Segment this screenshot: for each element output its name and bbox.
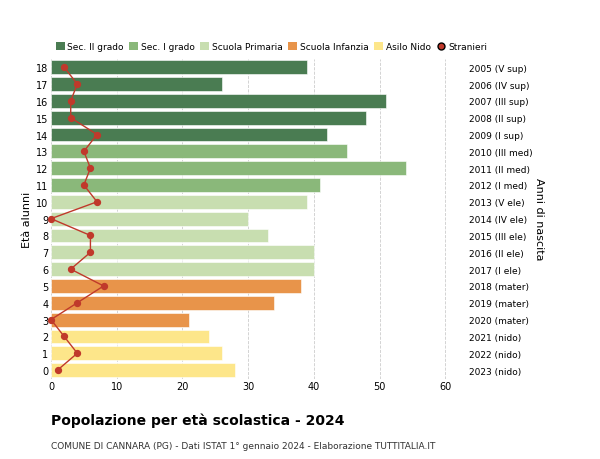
Bar xyxy=(51,280,301,293)
Bar xyxy=(51,364,235,377)
Legend: Sec. II grado, Sec. I grado, Scuola Primaria, Scuola Infanzia, Asilo Nido, Stran: Sec. II grado, Sec. I grado, Scuola Prim… xyxy=(56,43,487,52)
Bar xyxy=(51,162,406,176)
Point xyxy=(73,81,82,89)
Y-axis label: Età alunni: Età alunni xyxy=(22,191,32,247)
Point xyxy=(46,316,56,324)
Point xyxy=(53,367,62,374)
Point xyxy=(86,249,95,257)
Point xyxy=(59,64,69,72)
Point xyxy=(86,165,95,173)
Bar xyxy=(51,145,347,159)
Point xyxy=(46,215,56,223)
Point xyxy=(66,266,76,273)
Bar xyxy=(51,95,386,108)
Point xyxy=(99,283,109,290)
Bar xyxy=(51,296,274,310)
Point xyxy=(66,98,76,105)
Point xyxy=(66,115,76,122)
Bar xyxy=(51,78,222,92)
Bar xyxy=(51,112,367,125)
Point xyxy=(92,199,102,206)
Point xyxy=(86,232,95,240)
Bar xyxy=(51,61,307,75)
Point xyxy=(92,132,102,139)
Bar xyxy=(51,347,222,360)
Bar xyxy=(51,196,307,209)
Bar xyxy=(51,179,320,192)
Bar xyxy=(51,263,314,276)
Point xyxy=(79,182,89,189)
Bar xyxy=(51,246,314,260)
Bar xyxy=(51,213,248,226)
Point xyxy=(73,299,82,307)
Point xyxy=(59,333,69,341)
Bar xyxy=(51,229,268,243)
Point xyxy=(73,350,82,357)
Text: COMUNE DI CANNARA (PG) - Dati ISTAT 1° gennaio 2024 - Elaborazione TUTTITALIA.IT: COMUNE DI CANNARA (PG) - Dati ISTAT 1° g… xyxy=(51,441,436,450)
Bar xyxy=(51,129,327,142)
Y-axis label: Anni di nascita: Anni di nascita xyxy=(534,178,544,260)
Bar xyxy=(51,330,209,344)
Point xyxy=(79,148,89,156)
Text: Popolazione per età scolastica - 2024: Popolazione per età scolastica - 2024 xyxy=(51,413,344,428)
Bar xyxy=(51,313,189,327)
